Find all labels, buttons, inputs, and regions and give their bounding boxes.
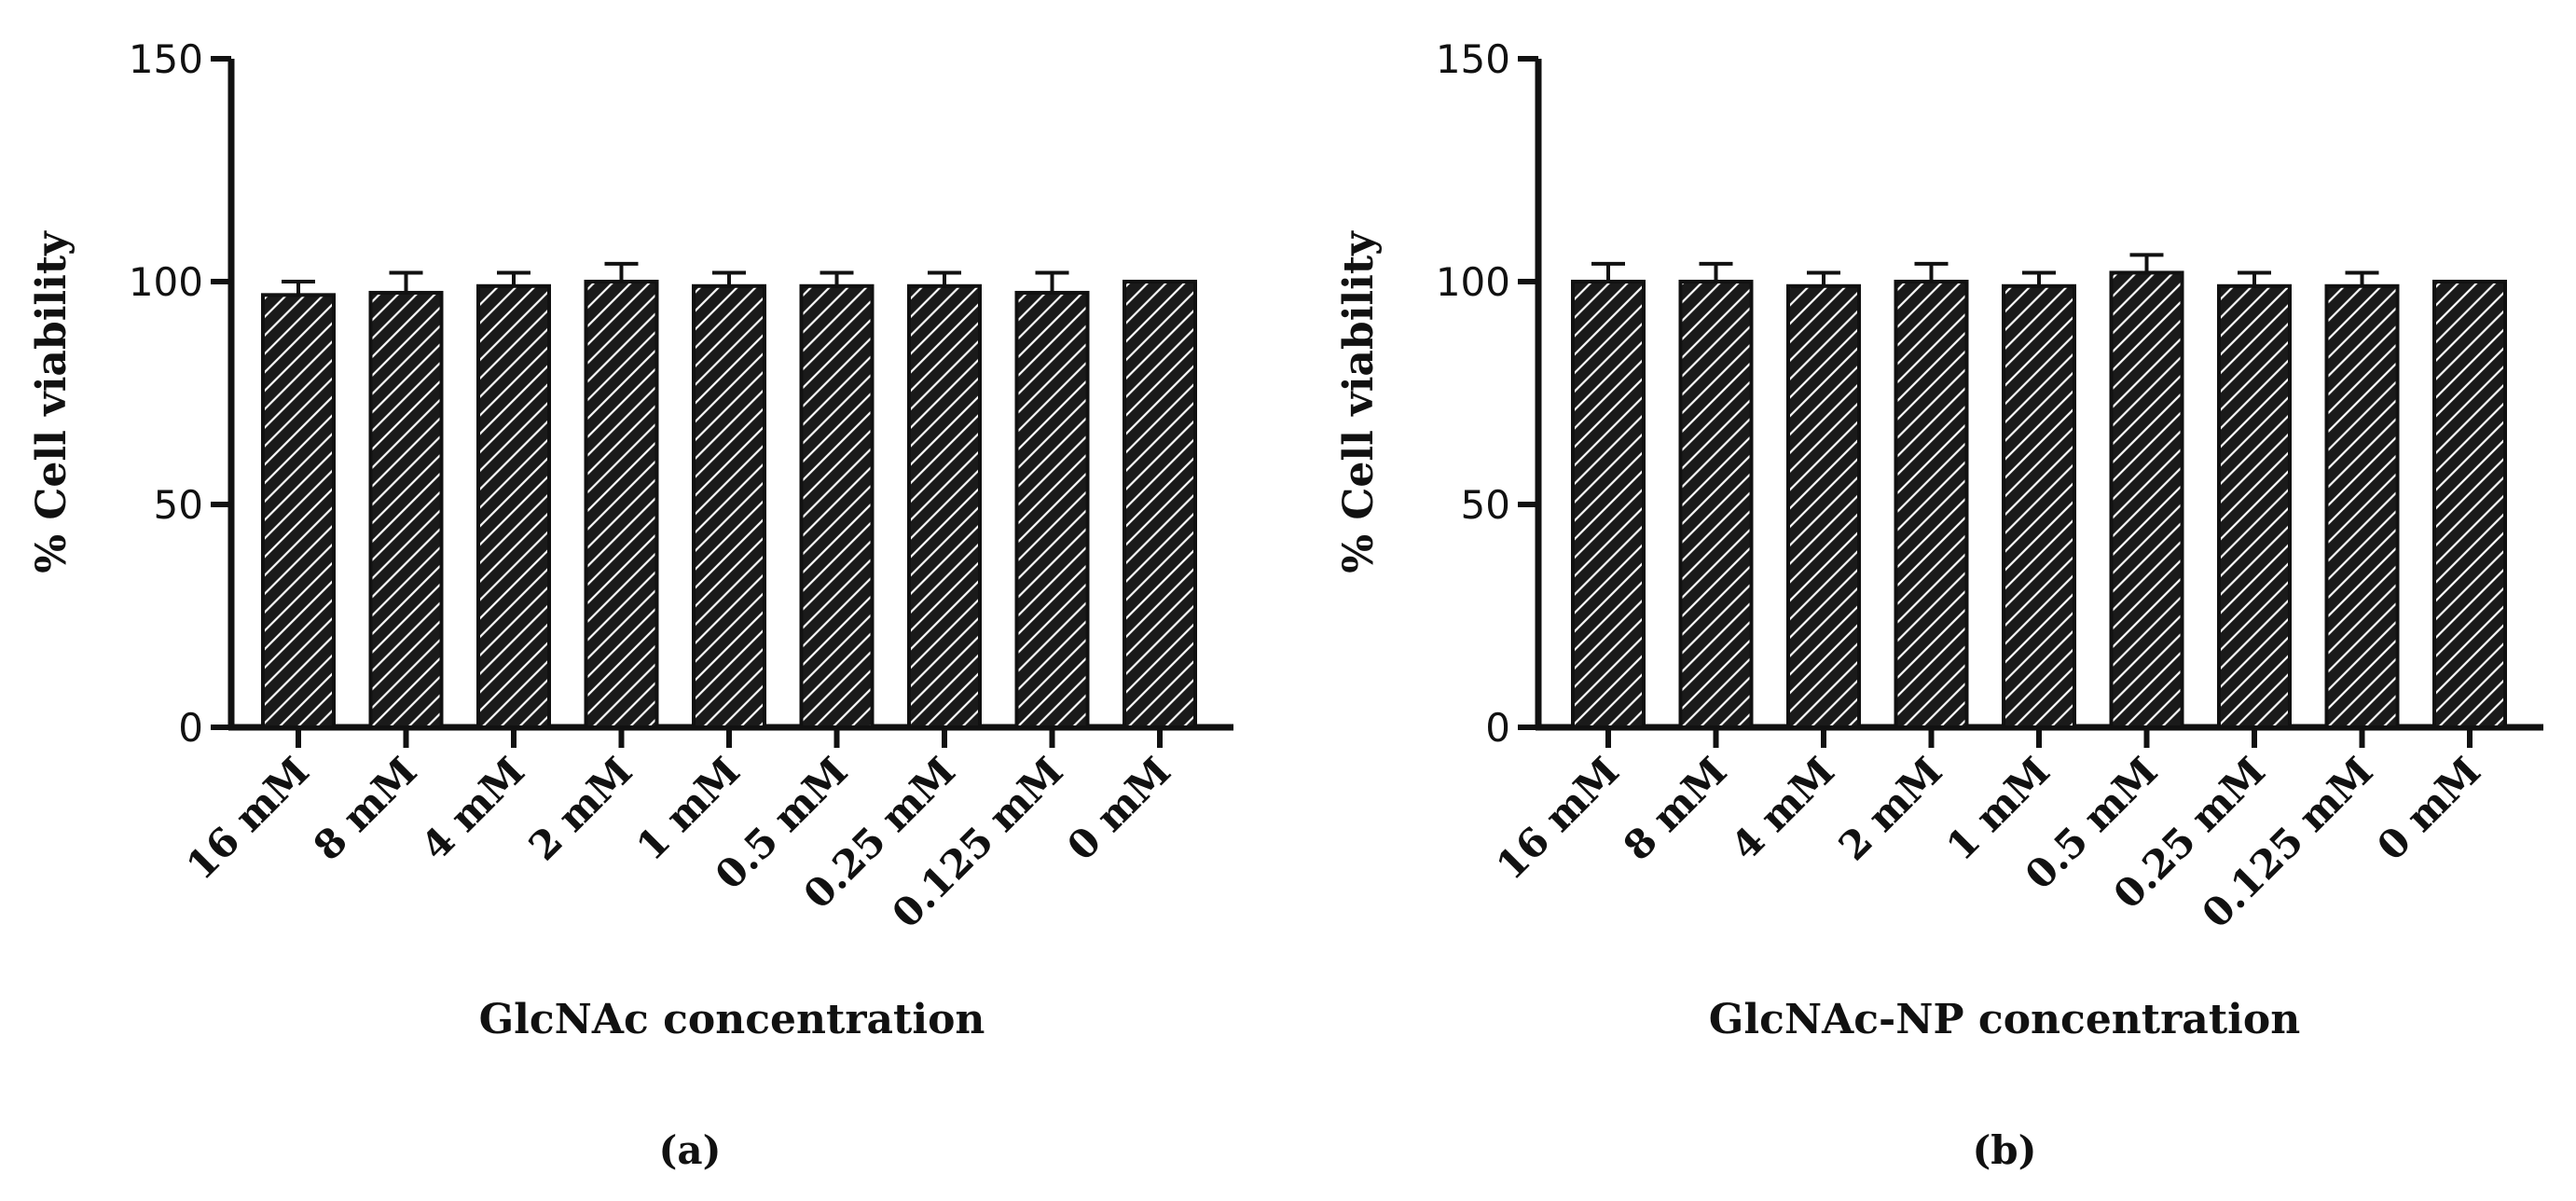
bar (799, 283, 875, 729)
bar (1894, 280, 1969, 729)
panel-label: (b) (1972, 1127, 2036, 1173)
bar (2002, 283, 2076, 729)
panel-label: (a) (659, 1127, 722, 1173)
x-tick-label: 16 mM (177, 748, 318, 889)
y-tick-label: 150 (129, 36, 203, 82)
x-tick-label: 2 mM (520, 748, 641, 869)
x-tick-label: 2 mM (1830, 748, 1951, 869)
bar (1786, 283, 1861, 729)
bar (2217, 283, 2292, 729)
bar (476, 283, 551, 729)
bar (1571, 280, 1646, 729)
y-tick-label: 0 (178, 705, 203, 751)
bar (2109, 270, 2184, 729)
y-tick-label: 50 (154, 482, 203, 528)
y-tick-label: 50 (1461, 482, 1510, 528)
bar (2324, 283, 2400, 729)
x-tick-label: 4 mM (1722, 748, 1843, 869)
bar (1014, 290, 1090, 729)
bar (907, 283, 982, 729)
x-tick-label: 8 mM (1615, 748, 1736, 869)
x-axis-title: GlcNAc concentration (479, 996, 985, 1043)
bar (692, 283, 766, 729)
x-tick-label: 8 mM (305, 748, 426, 869)
x-tick-label: 0 mM (1058, 748, 1179, 869)
y-tick-label: 0 (1485, 705, 1510, 751)
bar (1123, 280, 1197, 729)
x-axis-title: GlcNAc-NP concentration (1709, 996, 2300, 1043)
x-tick-label: 16 mM (1487, 748, 1628, 889)
bar (2432, 280, 2507, 729)
bar (584, 280, 659, 729)
bar (1678, 280, 1754, 729)
y-tick-label: 100 (129, 259, 203, 305)
y-axis-title: % Cell viability (28, 230, 76, 573)
x-tick-label: 4 mM (412, 748, 533, 869)
y-tick-label: 100 (1436, 259, 1510, 305)
bar (368, 290, 444, 729)
x-tick-label: 0 mM (2368, 748, 2489, 869)
y-tick-label: 150 (1436, 36, 1510, 82)
bar (261, 293, 336, 729)
y-axis-title: % Cell viability (1335, 230, 1383, 573)
